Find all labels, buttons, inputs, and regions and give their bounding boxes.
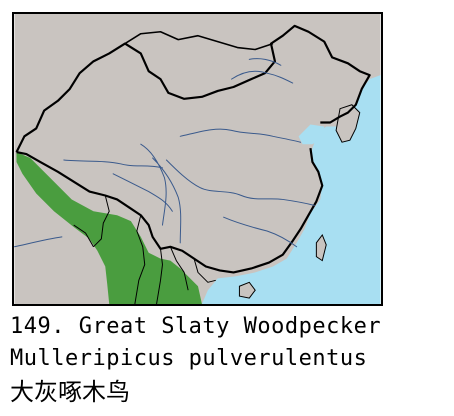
chinese-name: 大灰啄木鸟 <box>10 378 130 406</box>
mongolia-border <box>124 30 274 51</box>
rivers <box>14 58 315 248</box>
china-border <box>15 24 371 274</box>
scientific-name: Mulleripicus pulverulentus <box>10 346 368 371</box>
country-borders <box>73 195 216 304</box>
distribution-map <box>12 12 383 306</box>
bohai-bay <box>298 124 325 145</box>
map-svg <box>14 14 381 304</box>
species-range <box>16 152 202 304</box>
taiwan-island <box>315 233 327 262</box>
species-number-title: 149. Great Slaty Woodpecker <box>10 314 382 339</box>
hainan-island <box>238 281 256 299</box>
